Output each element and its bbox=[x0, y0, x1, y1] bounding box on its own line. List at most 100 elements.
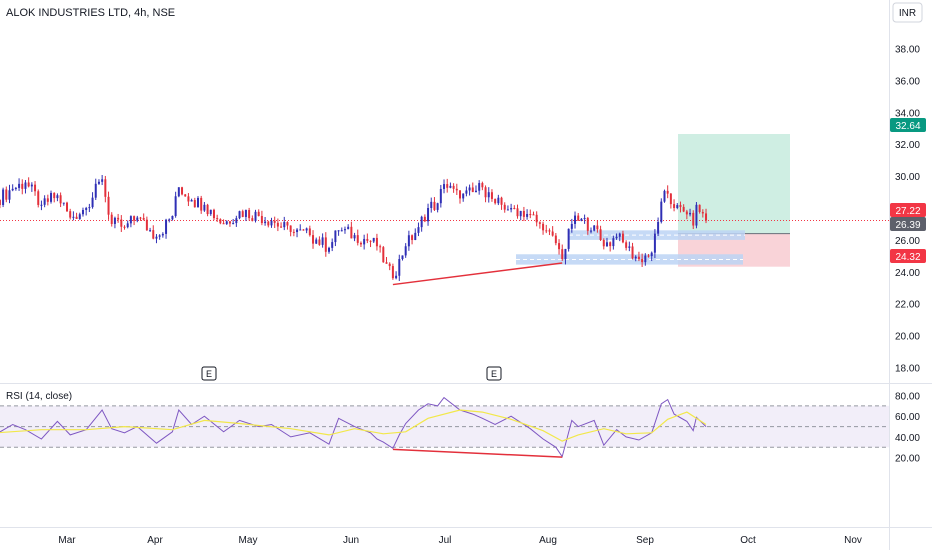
earnings-marker-1[interactable]: E bbox=[201, 366, 217, 381]
price-candle-body bbox=[165, 219, 168, 234]
price-candle-body bbox=[673, 204, 676, 208]
profit-zone bbox=[678, 133, 790, 234]
price-axis-tick-label: 20.00 bbox=[895, 332, 920, 343]
rsi-axis-tick-label: 40.00 bbox=[895, 433, 920, 444]
price-candle-body bbox=[529, 213, 532, 215]
price-candle-body bbox=[682, 206, 685, 212]
price-candle-body bbox=[516, 208, 519, 217]
rsi-pane-layer bbox=[0, 396, 889, 458]
earnings-marker-2[interactable]: E bbox=[486, 366, 502, 381]
price-candle-body bbox=[510, 208, 513, 210]
price-candle-body bbox=[203, 204, 206, 211]
price-candle-body bbox=[347, 226, 350, 230]
price-candle-body bbox=[420, 216, 423, 228]
price-candle-body bbox=[107, 196, 110, 215]
price-candle-body bbox=[634, 256, 637, 259]
price-candle-body bbox=[542, 223, 545, 231]
rsi-axis-tick-label: 60.00 bbox=[895, 412, 920, 423]
price-candle-body bbox=[181, 187, 184, 195]
price-candle-body bbox=[586, 217, 589, 231]
time-axis-tick-label: Jun bbox=[343, 535, 359, 546]
price-candle-body bbox=[280, 226, 283, 228]
price-candle-body bbox=[372, 237, 375, 242]
symbol-title[interactable]: ALOK INDUSTRIES LTD, 4h, NSE bbox=[6, 7, 175, 19]
price-candle-body bbox=[439, 188, 442, 204]
price-candle-body bbox=[46, 198, 49, 202]
price-candle-body bbox=[391, 266, 394, 279]
price-candle-body bbox=[283, 222, 286, 228]
price-candle-body bbox=[660, 201, 663, 222]
price-candle-body bbox=[484, 187, 487, 198]
rsi-title[interactable]: RSI (14, close) bbox=[6, 391, 72, 402]
price-candle-body bbox=[212, 209, 215, 219]
price-candle-body bbox=[27, 182, 30, 187]
price-candle-body bbox=[232, 223, 235, 225]
price-candle-body bbox=[254, 211, 257, 221]
price-candle-body bbox=[417, 227, 420, 233]
price-candle-body bbox=[443, 184, 446, 189]
price-candle-body bbox=[34, 184, 37, 192]
price-candle-body bbox=[209, 209, 212, 215]
price-axis-tick-label: 38.00 bbox=[895, 45, 920, 56]
price-candle-body bbox=[152, 230, 155, 239]
price-candle-body bbox=[676, 205, 679, 208]
price-candle-body bbox=[631, 246, 634, 259]
price-candle-body bbox=[197, 197, 199, 208]
price-candle-body bbox=[548, 230, 551, 232]
price-candle-body bbox=[190, 200, 193, 202]
price-candle-body bbox=[85, 208, 88, 210]
price-axis-tick-label: 26.00 bbox=[895, 236, 920, 247]
price-candle-body bbox=[328, 247, 330, 252]
price-candle-body bbox=[490, 192, 493, 199]
entry-badge-box bbox=[890, 217, 926, 231]
price-candle-body bbox=[62, 202, 65, 204]
price-candle-body bbox=[609, 242, 612, 247]
price-candle-body bbox=[593, 225, 596, 231]
price-candle-body bbox=[653, 233, 656, 253]
price-divergence-trendline bbox=[392, 262, 563, 286]
price-candle-body bbox=[369, 240, 372, 242]
price-candle-body bbox=[276, 222, 279, 227]
price-candle-body bbox=[200, 197, 203, 211]
price-candle-body bbox=[225, 221, 228, 224]
price-candle-body bbox=[705, 213, 708, 221]
price-candle-body bbox=[407, 235, 410, 247]
price-candle-body bbox=[459, 190, 461, 199]
price-candle-body bbox=[430, 201, 433, 208]
price-candle-body bbox=[350, 226, 353, 239]
price-candle-body bbox=[18, 183, 21, 188]
price-candle-body bbox=[238, 211, 241, 219]
price-candle-body bbox=[455, 188, 458, 191]
axes-layer: 18.0020.0022.0024.0026.0028.0030.0032.00… bbox=[58, 45, 920, 547]
price-axis-tick-label: 24.00 bbox=[895, 268, 920, 279]
price-candle-body bbox=[75, 216, 78, 219]
earnings-marker-label: E bbox=[206, 369, 212, 379]
price-candle-body bbox=[577, 215, 580, 221]
price-candle-body bbox=[129, 216, 132, 224]
price-candle-body bbox=[494, 198, 497, 204]
price-candle-body bbox=[123, 226, 126, 228]
price-candle-body bbox=[117, 217, 120, 220]
price-axis-tick-label: 18.00 bbox=[895, 364, 920, 375]
price-candle-body bbox=[171, 215, 174, 220]
price-candle-body bbox=[414, 232, 417, 241]
price-candle-body bbox=[602, 239, 605, 247]
price-candle-body bbox=[538, 222, 541, 224]
price-candle-body bbox=[59, 195, 62, 204]
price-candle-body bbox=[669, 193, 672, 205]
price-candle-body bbox=[296, 229, 299, 233]
price-candle-body bbox=[449, 185, 452, 188]
price-candle-body bbox=[532, 214, 535, 216]
price-candle-body bbox=[14, 187, 17, 189]
price-candle-body bbox=[216, 218, 219, 220]
price-candle-body bbox=[462, 193, 465, 199]
price-candle-body bbox=[561, 249, 564, 260]
price-candle-body bbox=[340, 230, 343, 232]
currency-button[interactable]: INR bbox=[892, 2, 923, 23]
price-axis-tick-label: 22.00 bbox=[895, 300, 920, 311]
price-candle-body bbox=[66, 202, 68, 212]
price-candle-body bbox=[11, 188, 14, 191]
price-candle-body bbox=[88, 207, 91, 209]
price-candle-body bbox=[174, 196, 177, 216]
